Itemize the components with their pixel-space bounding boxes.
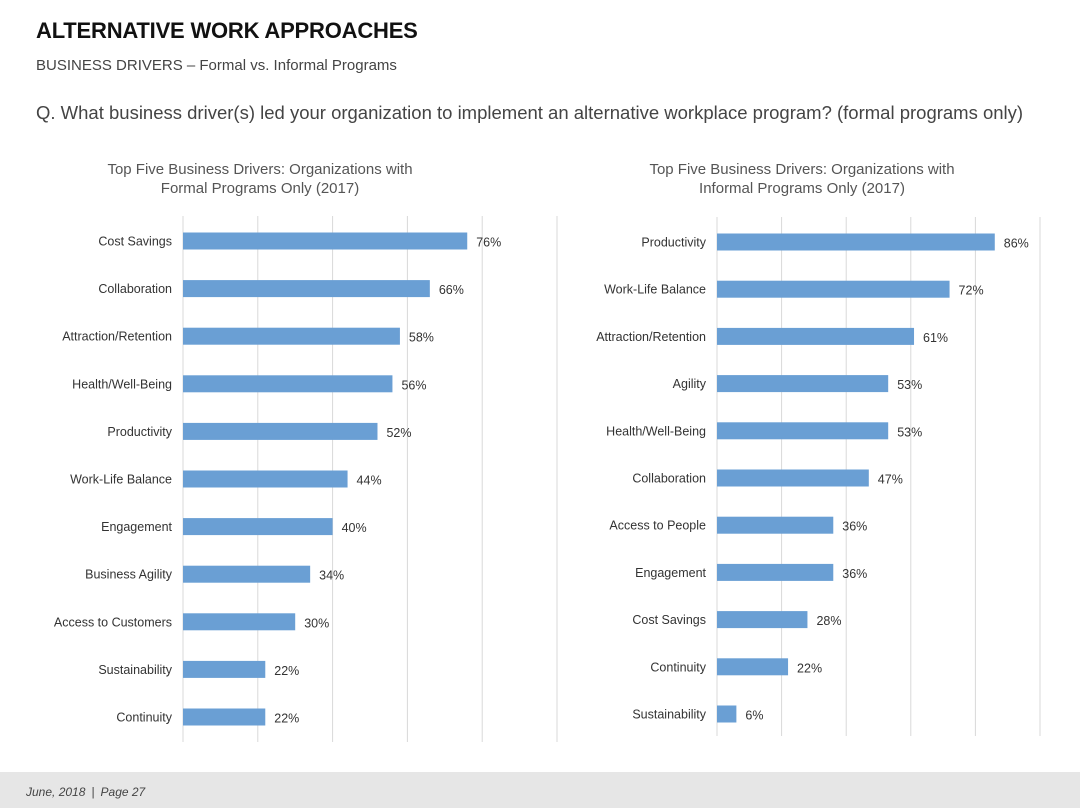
formal-value-label: 58% [409, 331, 434, 345]
informal-category-label: Work-Life Balance [604, 283, 706, 297]
informal-bar [717, 327, 915, 345]
formal-category-label: Sustainability [98, 663, 172, 677]
informal-value-label: 53% [897, 425, 922, 439]
informal-value-label: 28% [816, 614, 841, 628]
formal-value-label: 34% [319, 569, 344, 583]
formal-value-label: 66% [439, 283, 464, 297]
formal-category-label: Engagement [101, 520, 172, 534]
formal-chart-title-line2: Formal Programs Only (2017) [160, 180, 360, 197]
page-title: ALTERNATIVE WORK APPROACHES [36, 18, 418, 43]
footer-text: June, 2018 | Page 27 [26, 785, 145, 799]
formal-bar [183, 470, 348, 488]
formal-bar [183, 613, 296, 631]
formal-category-label: Health/Well-Being [72, 377, 172, 391]
formal-category-label: Business Agility [85, 568, 173, 582]
informal-category-label: Cost Savings [632, 613, 706, 627]
informal-chart-plot: Productivity 86% Work-Life Balance 72% Attra… [596, 217, 1041, 736]
informal-category-label: Productivity [641, 236, 706, 250]
informal-category-label: Access to People [609, 519, 706, 533]
informal-chart-title: Top Five Business Drivers: Organizations… [562, 160, 1042, 198]
footer-date: June, 2018 [26, 785, 86, 799]
formal-bar [183, 708, 266, 726]
informal-value-label: 53% [897, 378, 922, 392]
formal-bar [183, 232, 468, 250]
page-subtitle: BUSINESS DRIVERS – Formal vs. Informal P… [36, 57, 397, 74]
footer-separator: | [91, 785, 95, 799]
footer-page-number: Page 27 [100, 785, 146, 799]
formal-bar [183, 660, 266, 678]
formal-category-label: Attraction/Retention [62, 330, 172, 344]
formal-category-label: Access to Customers [54, 615, 172, 629]
informal-bar [717, 611, 808, 629]
informal-value-label: 47% [878, 473, 903, 487]
informal-value-label: 22% [797, 661, 822, 675]
formal-chart-title-line1: Top Five Business Drivers: Organizations… [107, 161, 413, 178]
informal-bar [717, 375, 889, 393]
informal-programs-chart: Top Five Business Drivers: Organizations… [540, 160, 1080, 750]
formal-programs-chart: Top Five Business Drivers: Organizations… [0, 160, 558, 750]
formal-bar [183, 375, 393, 393]
formal-bar [183, 565, 311, 583]
page-footer: June, 2018 | Page 27 [0, 772, 1080, 808]
formal-category-label: Collaboration [98, 282, 172, 296]
informal-value-label: 36% [842, 520, 867, 534]
survey-question: Q. What business driver(s) led your orga… [36, 102, 1024, 123]
informal-chart-title-line1: Top Five Business Drivers: Organizations… [649, 161, 955, 178]
informal-bar [717, 563, 834, 581]
formal-category-label: Continuity [116, 711, 172, 725]
informal-bar [717, 705, 737, 723]
formal-value-label: 40% [342, 521, 367, 535]
formal-value-label: 22% [274, 712, 299, 726]
informal-bar [717, 658, 789, 676]
informal-value-label: 86% [1004, 237, 1029, 251]
formal-category-label: Work-Life Balance [70, 473, 172, 487]
formal-category-label: Productivity [107, 425, 172, 439]
informal-bar [717, 422, 889, 440]
informal-value-label: 36% [842, 567, 867, 581]
formal-bar [183, 518, 333, 536]
informal-value-label: 61% [923, 331, 948, 345]
informal-bar [717, 233, 995, 251]
informal-value-label: 6% [745, 709, 763, 723]
formal-value-label: 52% [386, 426, 411, 440]
informal-bar [717, 516, 834, 534]
informal-category-label: Agility [673, 377, 707, 391]
informal-category-label: Health/Well-Being [606, 424, 706, 438]
informal-chart-title-line2: Informal Programs Only (2017) [699, 180, 905, 197]
formal-chart-plot: Cost Savings 76% Collaboration 66% Attractio… [54, 216, 558, 742]
informal-value-label: 72% [959, 284, 984, 298]
informal-category-label: Engagement [635, 566, 706, 580]
formal-value-label: 56% [401, 378, 426, 392]
formal-value-label: 30% [304, 616, 329, 630]
formal-category-label: Cost Savings [98, 235, 172, 249]
informal-category-label: Attraction/Retention [596, 330, 706, 344]
formal-chart-title: Top Five Business Drivers: Organizations… [20, 160, 500, 198]
formal-bar [183, 422, 378, 440]
informal-bar [717, 280, 950, 298]
formal-value-label: 22% [274, 664, 299, 678]
informal-bar [717, 469, 869, 487]
informal-category-label: Collaboration [632, 472, 706, 486]
formal-bar [183, 280, 430, 298]
informal-category-label: Continuity [650, 660, 706, 674]
formal-value-label: 76% [476, 236, 501, 250]
formal-value-label: 44% [357, 474, 382, 488]
informal-category-label: Sustainability [632, 708, 706, 722]
formal-bar [183, 327, 400, 345]
